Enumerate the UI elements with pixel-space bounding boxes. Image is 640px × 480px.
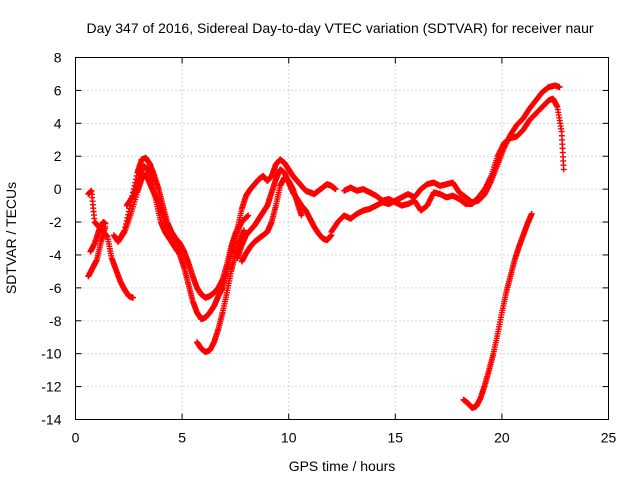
x-axis-label: GPS time / hours	[289, 458, 396, 474]
x-tick-label: 20	[494, 430, 510, 446]
y-tick-label: 6	[54, 82, 62, 98]
data-point	[556, 84, 563, 91]
y-tick-label: 4	[54, 115, 62, 131]
data-point	[560, 166, 567, 173]
data-point	[245, 212, 252, 219]
y-tick-label: -6	[49, 280, 62, 296]
data-point	[244, 213, 251, 220]
y-tick-label: 2	[54, 148, 62, 164]
y-tick-label: -2	[49, 214, 62, 230]
x-tick-label: 25	[601, 430, 617, 446]
series-track-k	[328, 82, 563, 235]
series-track-g	[194, 227, 247, 356]
data-point	[298, 212, 305, 219]
data-point	[129, 193, 136, 200]
y-tick-label: -14	[41, 412, 61, 428]
chart-title: Day 347 of 2016, Sidereal Day-to-day VTE…	[86, 20, 593, 36]
data-point	[120, 230, 127, 237]
series-track-j	[238, 174, 305, 265]
x-tick-label: 15	[388, 430, 404, 446]
series-track-c	[87, 219, 109, 255]
series-track-f	[123, 163, 181, 255]
y-tick-label: -12	[41, 379, 61, 395]
y-axis-label: SDTVAR / TECUs	[3, 182, 19, 294]
tick-layer: 0 5 10 15 20 25 -14 -12 -10 -8 -6 -4 -2 0 2 4 6 8	[41, 50, 616, 446]
x-tick-label: 10	[281, 430, 297, 446]
y-tick-label: -4	[49, 247, 62, 263]
series-track-h	[230, 156, 339, 255]
plot-frame	[75, 57, 609, 420]
data-points-layer	[85, 82, 567, 411]
data-point	[130, 294, 137, 301]
y-tick-label: 8	[54, 50, 62, 66]
data-point	[102, 220, 109, 227]
data-point	[174, 248, 181, 255]
series-track-b	[85, 223, 109, 280]
data-point	[332, 186, 339, 193]
y-tick-label: -10	[41, 346, 61, 362]
series-track-l	[341, 95, 567, 214]
data-point	[240, 227, 247, 234]
y-tick-label: -8	[49, 313, 62, 329]
data-point	[528, 210, 535, 217]
y-tick-label: 0	[54, 181, 62, 197]
x-tick-label: 5	[178, 430, 186, 446]
series-track-m	[460, 210, 535, 411]
x-tick-label: 0	[72, 430, 80, 446]
